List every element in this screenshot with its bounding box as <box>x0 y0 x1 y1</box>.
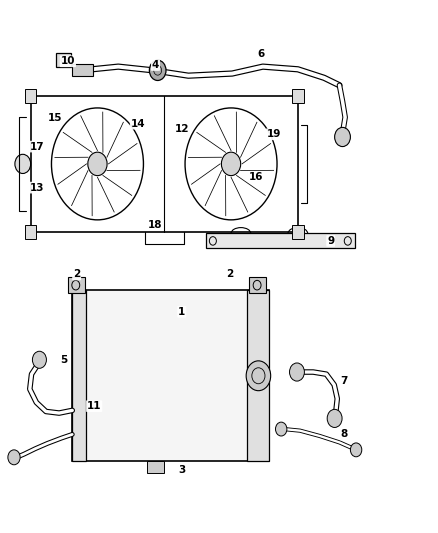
Bar <box>292 225 304 239</box>
Text: 13: 13 <box>30 183 45 192</box>
Text: 16: 16 <box>249 172 264 182</box>
Bar <box>247 290 269 461</box>
Bar <box>72 64 93 76</box>
Circle shape <box>290 363 304 381</box>
Text: 12: 12 <box>174 124 189 134</box>
Text: 5: 5 <box>60 355 67 365</box>
Bar <box>25 89 36 103</box>
Text: 10: 10 <box>60 56 75 66</box>
Bar <box>72 290 269 461</box>
Circle shape <box>88 152 107 176</box>
Text: 17: 17 <box>30 142 45 151</box>
Circle shape <box>8 450 20 465</box>
Bar <box>72 290 86 461</box>
Text: 15: 15 <box>47 114 62 123</box>
Circle shape <box>327 409 342 427</box>
Text: 2: 2 <box>226 270 233 279</box>
Text: 7: 7 <box>340 376 347 386</box>
Circle shape <box>15 155 31 174</box>
Circle shape <box>335 127 350 147</box>
Text: 19: 19 <box>267 130 281 139</box>
Text: 1: 1 <box>178 307 185 317</box>
Text: 9: 9 <box>327 236 334 246</box>
Circle shape <box>32 351 46 368</box>
Circle shape <box>350 443 362 457</box>
Bar <box>31 96 298 232</box>
Text: 6: 6 <box>257 50 264 59</box>
Text: 11: 11 <box>87 401 102 411</box>
Text: 14: 14 <box>131 119 145 128</box>
Circle shape <box>222 152 241 176</box>
Bar <box>292 89 304 103</box>
Circle shape <box>246 361 271 391</box>
Bar <box>56 53 71 67</box>
Bar <box>249 277 266 293</box>
Text: 4: 4 <box>152 60 159 70</box>
Circle shape <box>149 60 166 80</box>
Bar <box>147 461 164 473</box>
Text: 3: 3 <box>178 465 185 475</box>
Text: 8: 8 <box>340 430 347 439</box>
Bar <box>206 233 355 248</box>
Text: 2: 2 <box>73 270 80 279</box>
Circle shape <box>276 422 287 436</box>
Bar <box>68 277 85 293</box>
Bar <box>25 225 36 239</box>
Text: 18: 18 <box>148 220 163 230</box>
